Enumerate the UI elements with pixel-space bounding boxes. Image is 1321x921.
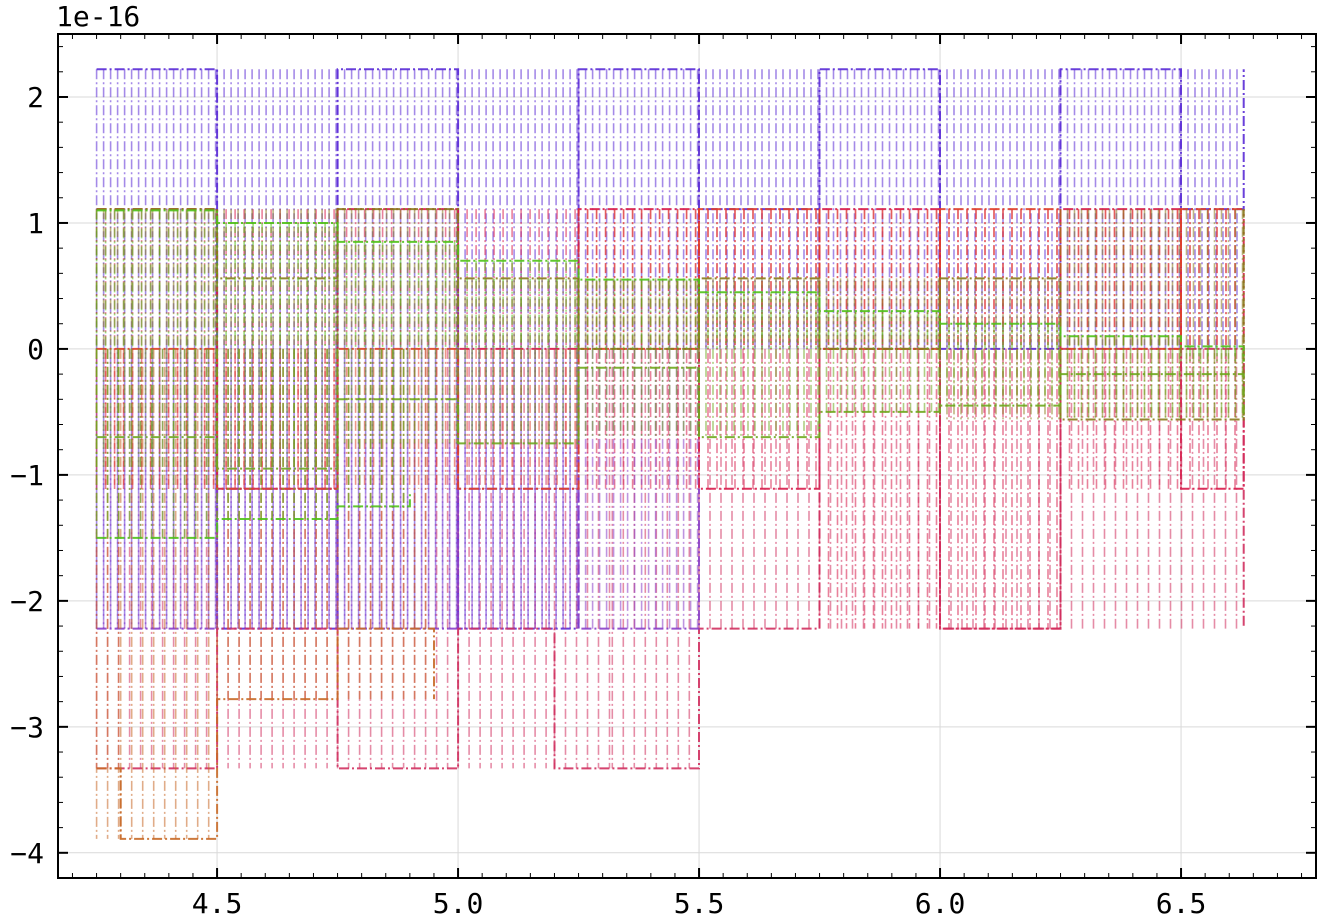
y-tick-label: −1 (10, 459, 44, 492)
y-offset-label: 1e-16 (56, 0, 140, 33)
tick-labels: 4.5 5.0 5.5 6.0 6.5 −4 −3 −2 −1 0 1 2 (10, 81, 1206, 920)
x-tick-label: 6.5 (1156, 887, 1207, 920)
series-layer (95, 68, 1245, 840)
ticks (58, 34, 1316, 879)
x-tick-label: 4.5 (192, 887, 243, 920)
y-tick-label: 2 (27, 81, 44, 114)
x-tick-label: 5.0 (433, 887, 484, 920)
plot-frame (57, 33, 1317, 879)
grid (58, 34, 1316, 878)
y-tick-label: −3 (10, 711, 44, 744)
y-tick-label: 0 (27, 333, 44, 366)
y-tick-label: −2 (10, 585, 44, 618)
x-tick-label: 5.5 (674, 887, 725, 920)
y-tick-label: 1 (27, 207, 44, 240)
x-tick-label: 6.0 (915, 887, 966, 920)
series-line (96, 627, 435, 840)
series-line (96, 493, 411, 539)
series-line (96, 487, 700, 630)
y-tick-label: −4 (10, 837, 44, 870)
